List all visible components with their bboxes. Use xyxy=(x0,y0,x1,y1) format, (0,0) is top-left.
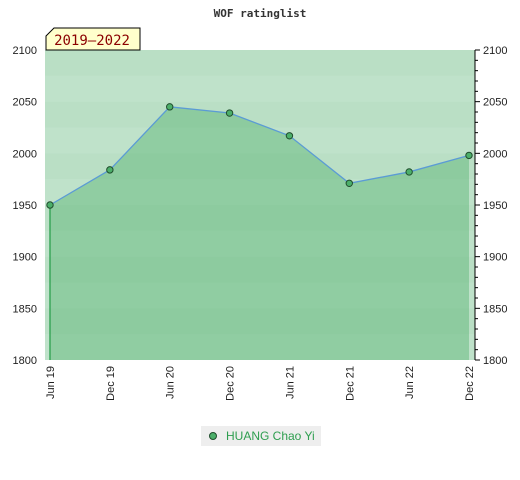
background-band xyxy=(45,75,475,102)
plot-background-bands xyxy=(45,50,475,360)
rating-point xyxy=(345,179,353,188)
legend-box xyxy=(201,426,321,446)
legend-marker xyxy=(209,432,217,440)
y-tick-label-right: 2050 xyxy=(483,97,507,109)
y-axis-left: 1800 1850 1900 1950 2000 2050 2100 xyxy=(13,45,37,367)
rating-point xyxy=(106,166,114,174)
background-band xyxy=(45,334,475,360)
background-band xyxy=(45,101,475,128)
background-band xyxy=(45,153,475,180)
background-band xyxy=(45,50,475,76)
chart-title: WOF ratinglist xyxy=(214,7,307,20)
legend: HUANG Chao Yi xyxy=(201,426,321,446)
y-tick-label-left: 1950 xyxy=(13,200,37,212)
x-tick-label: Jun 22 xyxy=(404,366,416,399)
y-tick-label-left: 1850 xyxy=(13,303,37,315)
y-tick-label-right: 2100 xyxy=(483,45,507,57)
rating-area-fill xyxy=(50,106,469,360)
rating-point xyxy=(405,168,413,176)
background-band xyxy=(45,282,475,309)
y-tick-label-left: 1900 xyxy=(13,252,37,264)
y-tick-label-left: 2100 xyxy=(13,45,37,57)
x-tick-label: Jun 19 xyxy=(45,366,57,399)
y-tick-label-right: 2000 xyxy=(483,148,507,160)
background-band xyxy=(45,179,475,205)
y-tick-label-right: 1800 xyxy=(483,355,507,367)
legend-series-label: HUANG Chao Yi xyxy=(226,429,315,443)
x-tick-label: Dec 21 xyxy=(344,366,356,401)
y-axis-right: 1800 1850 1900 1950 2000 2050 2100 xyxy=(474,45,507,367)
x-tick-label: Dec 19 xyxy=(105,366,117,401)
y-tick-label-right: 1900 xyxy=(483,252,507,264)
x-tick-label: Dec 20 xyxy=(225,366,237,401)
rating-point xyxy=(465,151,473,160)
rating-area xyxy=(49,106,470,360)
y-tick-label-left: 1800 xyxy=(13,355,37,367)
background-band xyxy=(45,230,475,257)
x-tick-label: Jun 20 xyxy=(165,366,177,399)
rating-point xyxy=(225,109,234,117)
rating-point xyxy=(46,201,54,209)
x-tick-label: Jun 21 xyxy=(284,366,296,399)
background-band xyxy=(45,256,475,283)
x-axis: Jun 19 Dec 19 Jun 20 Dec 20 Jun 21 Dec 21 Jun … xyxy=(45,366,476,401)
background-band xyxy=(45,205,475,231)
y-tick-label-left: 2000 xyxy=(13,148,37,160)
x-tick-label: Dec 22 xyxy=(464,366,476,401)
y-tick-label-left: 2050 xyxy=(13,97,37,109)
background-band xyxy=(45,308,475,335)
y-tick-label-right: 1950 xyxy=(483,200,507,212)
background-band xyxy=(45,127,475,154)
y-tick-label-right: 1850 xyxy=(483,303,507,315)
rating-points xyxy=(46,103,473,209)
period-label: 2019–2022 xyxy=(54,33,130,49)
rating-line xyxy=(49,106,470,206)
period-box-shape xyxy=(45,27,141,51)
plot-tint xyxy=(45,50,475,360)
period-box: 2019–2022 xyxy=(45,27,141,51)
rating-point xyxy=(166,103,174,111)
rating-point xyxy=(285,132,294,140)
